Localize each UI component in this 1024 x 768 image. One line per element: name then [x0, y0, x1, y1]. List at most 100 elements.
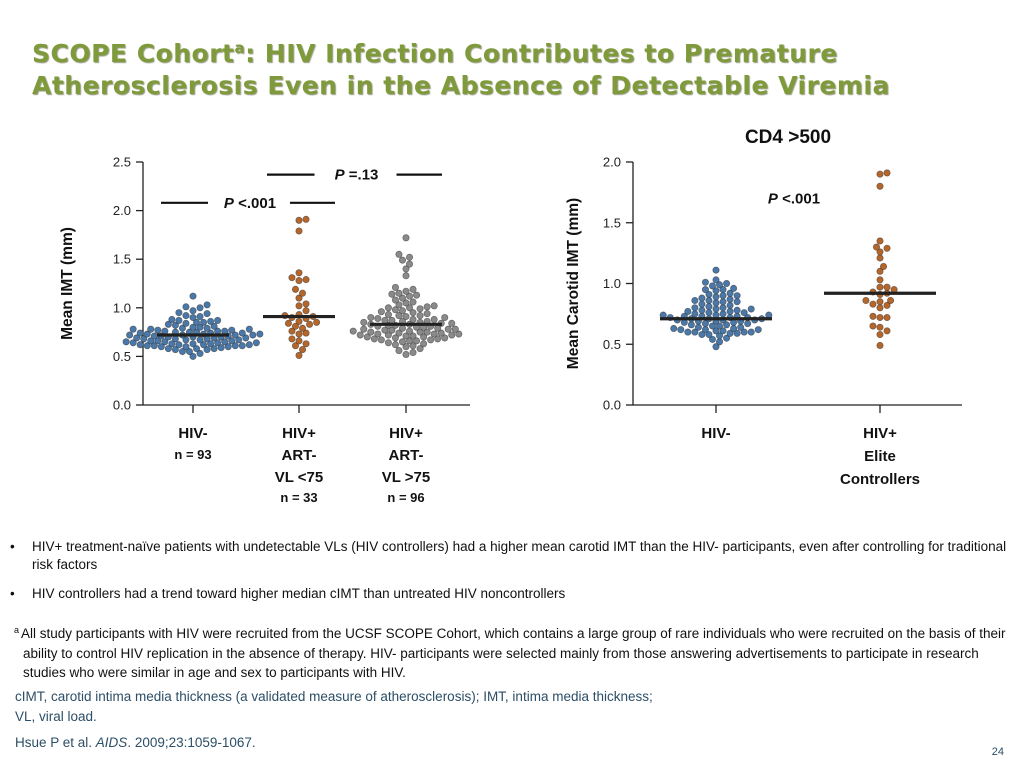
data-point — [245, 325, 253, 333]
data-point — [409, 285, 417, 293]
data-point — [747, 328, 755, 336]
data-point — [883, 244, 891, 252]
data-point — [185, 347, 194, 356]
data-point — [694, 323, 702, 331]
data-point — [712, 343, 720, 351]
data-point — [356, 331, 364, 339]
data-point — [708, 282, 717, 290]
chart-imt-by-group: 0.0 0.5 1.0 1.5 2.0 2.5 Mean IMT (mm) HIV-n = 9… — [59, 155, 470, 505]
data-point — [235, 336, 243, 344]
data-point — [175, 316, 183, 324]
data-point — [182, 336, 190, 344]
y-tick-label: 2.0 — [603, 155, 621, 170]
data-point — [708, 322, 717, 330]
data-point — [178, 324, 186, 332]
data-point — [207, 340, 215, 348]
data-point — [189, 313, 197, 322]
y-tick-label: 1.5 — [113, 252, 131, 267]
data-point — [157, 343, 165, 351]
data-point — [684, 307, 692, 315]
data-point — [363, 333, 371, 341]
data-point — [150, 342, 158, 350]
data-point — [288, 274, 296, 282]
data-point — [405, 260, 414, 268]
y-tick-label: 1.0 — [113, 300, 131, 315]
data-point — [231, 331, 239, 339]
data-point — [171, 346, 179, 354]
x-category-label: Elite — [864, 448, 896, 465]
data-point — [140, 335, 148, 343]
data-point — [402, 350, 410, 359]
data-point — [708, 335, 717, 343]
data-point — [203, 301, 211, 309]
data-point — [430, 315, 438, 324]
footnote: a All study participants with HIV were re… — [14, 621, 1013, 683]
x-category-label: ART- — [282, 447, 317, 464]
data-point — [182, 312, 190, 320]
data-point — [395, 250, 403, 258]
data-point — [161, 327, 169, 335]
data-point — [883, 169, 891, 177]
data-point — [302, 340, 310, 348]
data-point — [391, 283, 399, 291]
data-point — [370, 335, 378, 343]
data-point — [876, 304, 884, 312]
data-point — [384, 311, 392, 319]
data-point — [217, 344, 225, 352]
data-point — [712, 293, 720, 301]
data-point — [723, 321, 731, 329]
data-point — [391, 334, 399, 342]
data-point — [876, 182, 884, 190]
data-point — [448, 331, 456, 339]
data-point — [402, 265, 410, 273]
data-point — [291, 342, 300, 350]
data-point — [224, 343, 232, 351]
data-point — [295, 330, 303, 338]
data-point — [231, 342, 239, 350]
data-point — [238, 329, 246, 337]
data-point — [196, 304, 204, 312]
data-point — [420, 333, 428, 341]
data-point — [291, 285, 300, 293]
data-point — [441, 334, 449, 342]
data-point — [192, 345, 201, 353]
data-point — [402, 234, 410, 242]
data-point — [416, 328, 424, 336]
y-tick-label: 1.5 — [603, 215, 621, 230]
y-tick-label: 0.0 — [603, 398, 621, 413]
y-tick-label: 0.5 — [113, 349, 131, 364]
data-point — [295, 269, 303, 277]
data-point — [887, 296, 895, 305]
data-point — [733, 292, 741, 300]
data-point — [733, 298, 741, 306]
data-point — [402, 299, 410, 307]
data-point — [298, 346, 307, 354]
p-value-label: P =.13 — [335, 167, 379, 184]
data-point — [175, 341, 183, 349]
data-point — [730, 324, 738, 333]
chart-title: CD4 >500 — [745, 127, 831, 148]
data-point — [302, 215, 310, 223]
data-point — [175, 309, 183, 317]
data-point — [416, 305, 424, 313]
data-point — [302, 307, 310, 315]
data-point — [876, 341, 884, 350]
data-point — [288, 327, 296, 335]
data-point — [719, 286, 727, 294]
data-point — [715, 338, 724, 346]
y-axis-label: Mean IMT (mm) — [59, 227, 76, 340]
bullet-list: • HIV+ treatment-naïve patients with und… — [10, 538, 1010, 614]
data-point — [726, 301, 734, 309]
data-point — [409, 315, 417, 324]
data-point — [876, 298, 884, 306]
data-point — [420, 340, 428, 348]
data-point — [876, 237, 884, 245]
data-point — [391, 306, 399, 314]
y-tick-label: 1.0 — [603, 276, 621, 291]
data-point — [876, 170, 884, 178]
data-point — [876, 276, 884, 284]
data-point — [402, 332, 410, 340]
data-point — [712, 305, 720, 313]
x-category-label: HIV+ — [282, 425, 316, 442]
data-point — [126, 331, 134, 339]
